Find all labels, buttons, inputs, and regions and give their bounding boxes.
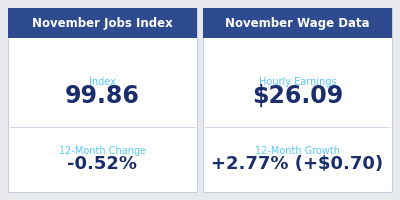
Bar [203, 8, 392, 38]
Text: November Wage Data: November Wage Data [225, 17, 370, 29]
Text: 99.86: 99.86 [65, 84, 140, 108]
Text: +2.77% (+$0.70): +2.77% (+$0.70) [212, 155, 384, 173]
Text: 12-Month Growth: 12-Month Growth [255, 146, 340, 156]
Bar [8, 8, 197, 192]
Text: -0.52%: -0.52% [68, 155, 138, 173]
Text: 12-Month Change: 12-Month Change [59, 146, 146, 156]
Text: $26.09: $26.09 [252, 84, 343, 108]
Text: November Jobs Index: November Jobs Index [32, 17, 173, 29]
Bar [203, 8, 392, 192]
Text: Index: Index [89, 77, 116, 87]
Bar [8, 8, 197, 38]
Text: Hourly Earnings: Hourly Earnings [259, 77, 336, 87]
